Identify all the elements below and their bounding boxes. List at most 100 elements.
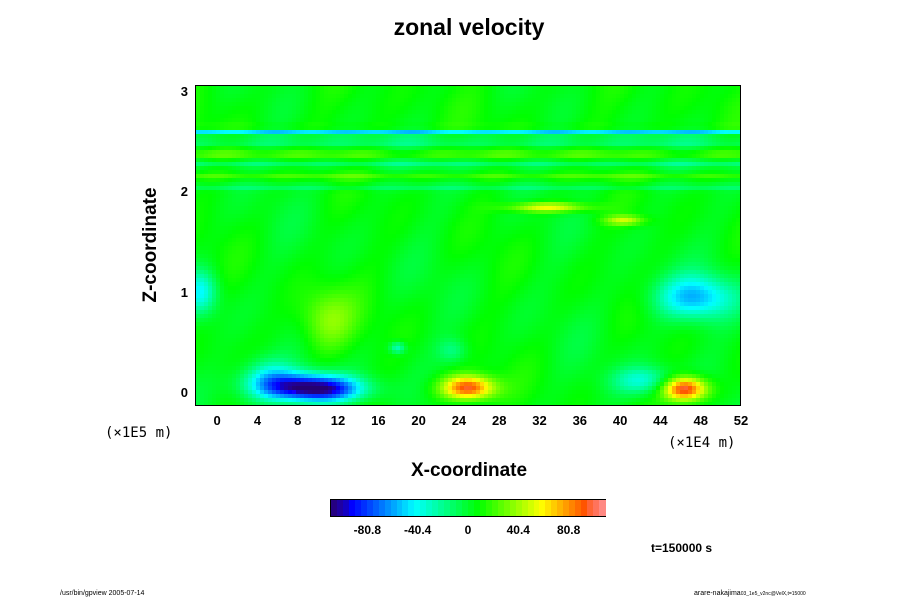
field-cell (680, 190, 684, 194)
field-cell (412, 178, 416, 182)
field-cell (712, 194, 716, 198)
field-cell (372, 86, 376, 90)
field-cell (248, 86, 252, 90)
field-cell (388, 142, 392, 146)
field-cell (260, 98, 264, 102)
field-cell (268, 182, 272, 186)
field-cell (344, 94, 348, 98)
field-cell (296, 170, 300, 174)
field-cell (276, 222, 280, 226)
field-cell (224, 118, 228, 122)
field-cell (640, 186, 644, 190)
field-cell (452, 134, 456, 138)
field-cell (528, 186, 532, 190)
field-cell (712, 210, 716, 214)
field-cell (260, 170, 264, 174)
field-cell (464, 214, 468, 218)
field-cell (548, 150, 552, 154)
field-cell (532, 194, 536, 198)
field-cell (368, 90, 372, 94)
field-cell (352, 186, 356, 190)
field-cell (204, 182, 208, 186)
field-cell (500, 158, 504, 162)
field-cell (212, 94, 216, 98)
field-cell (676, 218, 680, 222)
field-cell (696, 130, 700, 134)
field-cell (376, 114, 380, 118)
field-cell (468, 106, 472, 110)
field-cell (440, 222, 444, 226)
field-cell (724, 170, 728, 174)
field-cell (304, 130, 308, 134)
field-cell (572, 202, 576, 206)
field-cell (588, 90, 592, 94)
field-cell (416, 230, 420, 234)
field-cell (612, 86, 616, 90)
field-cell (680, 218, 684, 222)
field-cell (676, 194, 680, 198)
field-cell (512, 202, 516, 206)
field-cell (600, 110, 604, 114)
field-cell (476, 150, 480, 154)
field-cell (408, 182, 412, 186)
field-cell (696, 198, 700, 202)
field-cell (644, 226, 648, 230)
field-cell (284, 194, 288, 198)
field-cell (404, 158, 408, 162)
field-cell (412, 170, 416, 174)
field-cell (300, 118, 304, 122)
field-cell (544, 86, 548, 90)
field-cell (732, 170, 736, 174)
field-cell (580, 138, 584, 142)
field-cell (504, 102, 508, 106)
field-cell (588, 190, 592, 194)
field-cell (696, 162, 700, 166)
field-cell (308, 126, 312, 130)
field-cell (232, 178, 236, 182)
field-cell (484, 186, 488, 190)
field-cell (684, 130, 688, 134)
field-cell (256, 190, 260, 194)
field-cell (396, 126, 400, 130)
field-cell (624, 94, 628, 98)
field-cell (700, 114, 704, 118)
field-cell (456, 230, 460, 234)
field-cell (440, 190, 444, 194)
field-cell (624, 122, 628, 126)
field-cell (676, 166, 680, 170)
field-cell (652, 114, 656, 118)
field-cell (240, 198, 244, 202)
field-cell (424, 90, 428, 94)
field-cell (496, 134, 500, 138)
field-cell (644, 162, 648, 166)
field-cell (292, 118, 296, 122)
field-cell (652, 154, 656, 158)
field-cell (328, 114, 332, 118)
field-cell (644, 94, 648, 98)
field-cell (320, 154, 324, 158)
field-cell (572, 146, 576, 150)
field-cell (464, 206, 468, 210)
field-cell (532, 226, 536, 230)
field-cell (292, 182, 296, 186)
field-cell (488, 90, 492, 94)
field-cell (460, 230, 464, 234)
field-cell (368, 226, 372, 230)
field-cell (572, 138, 576, 142)
field-cell (416, 150, 420, 154)
field-cell (644, 210, 648, 214)
field-cell (664, 94, 668, 98)
field-cell (204, 162, 208, 166)
field-cell (300, 210, 304, 214)
field-cell (360, 106, 364, 110)
field-cell (416, 130, 420, 134)
field-cell (504, 166, 508, 170)
field-cell (452, 146, 456, 150)
field-cell (224, 170, 228, 174)
field-cell (584, 134, 588, 138)
field-cell (348, 154, 352, 158)
field-cell (668, 210, 672, 214)
field-cell (612, 170, 616, 174)
field-cell (200, 94, 204, 98)
field-cell (456, 198, 460, 202)
